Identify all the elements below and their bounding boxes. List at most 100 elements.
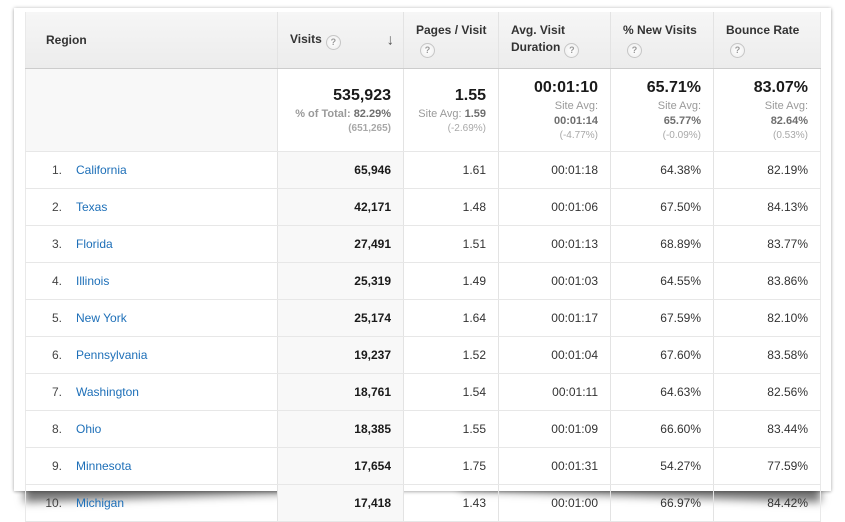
help-icon[interactable]: ? [420,43,435,58]
region-link[interactable]: Florida [76,237,113,251]
avg-visit-duration-cell: 00:01:11 [498,373,611,411]
pct-new-visits-cell: 64.63% [610,373,714,411]
summary-pages-cell: 1.55 Site Avg: 1.59 (-2.69%) [403,68,499,152]
analytics-table-card: Region Visits? ↓ Pages / Visit? Avg. Vis… [14,8,831,522]
region-link[interactable]: Michigan [76,496,125,510]
pages-per-visit-cell: 1.48 [403,188,499,226]
visits-cell: 19,237 [277,336,404,374]
region-link[interactable]: Pennsylvania [76,348,148,362]
pct-new-visits-cell: 66.60% [610,410,714,448]
column-header-visits[interactable]: Visits? ↓ [277,12,404,69]
avg-visit-duration-cell: 00:01:09 [498,410,611,448]
visits-cell: 17,654 [277,447,404,485]
avg-visit-duration-cell: 00:01:13 [498,225,611,263]
pct-new-visits-cell: 66.97% [610,484,714,522]
pages-per-visit-cell: 1.61 [403,151,499,189]
row-rank: 6. [51,348,62,362]
row-rank: 5. [51,311,62,325]
column-header-pages-per-visit[interactable]: Pages / Visit? [403,12,499,69]
pct-new-visits-cell: 68.89% [610,225,714,263]
column-label: Region [46,32,87,47]
summary-subtext: % of Total: 82.29% [295,107,391,120]
summary-value: 1.55 [454,86,486,104]
pages-per-visit-cell: 1.49 [403,262,499,300]
column-header-bounce-rate[interactable]: Bounce Rate? [713,12,821,69]
summary-subtext: Site Avg: 82.64% [764,100,808,127]
bounce-rate-cell: 82.10% [713,299,821,337]
row-rank: 9. [51,459,62,473]
bounce-rate-cell: 77.59% [713,447,821,485]
visits-cell: 18,761 [277,373,404,411]
visits-cell: 17,418 [277,484,404,522]
summary-subtext: Site Avg: 00:01:14 [553,100,598,127]
row-rank: 2. [51,200,62,214]
help-icon[interactable]: ? [730,43,745,58]
avg-visit-duration-cell: 00:01:03 [498,262,611,300]
pct-new-visits-cell: 64.38% [610,151,714,189]
summary-paren: (0.53%) [772,130,808,141]
region-cell: 8. Ohio [25,410,278,448]
avg-visit-duration-cell: 00:01:31 [498,447,611,485]
help-icon[interactable]: ? [627,43,642,58]
summary-region-cell [25,68,278,152]
summary-visits-cell: 535,923 % of Total: 82.29% (651,265) [277,68,404,152]
pages-per-visit-cell: 1.55 [403,410,499,448]
help-icon[interactable]: ? [325,34,341,50]
visits-cell: 25,174 [277,299,404,337]
pages-per-visit-cell: 1.43 [403,484,499,522]
sort-descending-icon[interactable]: ↓ [386,31,395,49]
region-cell: 10. Michigan [25,484,278,522]
header-row: Region Visits? ↓ Pages / Visit? Avg. Vis… [25,12,821,69]
region-cell: 3. Florida [25,225,278,263]
summary-subtext: Site Avg: 1.59 [418,107,486,120]
summary-duration-cell: 00:01:10 Site Avg: 00:01:14 (-4.77%) [498,68,611,152]
region-cell: 2. Texas [25,188,278,226]
pct-new-visits-cell: 54.27% [610,447,714,485]
avg-visit-duration-cell: 00:01:00 [498,484,611,522]
pct-new-visits-cell: 67.60% [610,336,714,374]
visits-cell: 18,385 [277,410,404,448]
column-header-avg-visit-duration[interactable]: Avg. Visit Duration? [498,12,611,69]
visits-cell: 25,319 [277,262,404,300]
help-icon[interactable]: ? [564,43,580,58]
region-link[interactable]: California [76,163,127,177]
column-label: Bounce Rate [726,23,800,37]
column-header-pct-new-visits[interactable]: % New Visits? [610,12,714,69]
row-rank: 4. [51,274,62,288]
summary-bounce-cell: 83.07% Site Avg: 82.64% (0.53%) [713,68,821,152]
table-body: 535,923 % of Total: 82.29% (651,265) 1.5… [25,68,821,522]
summary-paren: (-4.77%) [559,130,598,141]
region-link[interactable]: Minnesota [76,459,132,473]
table-row: 3. Florida 27,491 1.51 00:01:13 68.89% 83… [25,225,821,263]
table-row: 2. Texas 42,171 1.48 00:01:06 67.50% 84.1… [25,188,821,226]
row-rank: 1. [51,163,62,177]
visits-cell: 65,946 [277,151,404,189]
column-label: Visits [290,31,322,46]
pages-per-visit-cell: 1.75 [403,447,499,485]
summary-value: 535,923 [333,86,391,104]
bounce-rate-cell: 83.44% [713,410,821,448]
summary-value: 00:01:10 [533,79,598,96]
region-cell: 5. New York [25,299,278,337]
row-rank: 7. [51,385,62,399]
table-row: 8. Ohio 18,385 1.55 00:01:09 66.60% 83.44… [25,410,821,448]
region-link[interactable]: New York [76,311,127,325]
column-header-region[interactable]: Region [25,12,278,69]
column-label: Pages / Visit [416,23,487,37]
regions-table: Region Visits? ↓ Pages / Visit? Avg. Vis… [25,12,821,522]
summary-row: 535,923 % of Total: 82.29% (651,265) 1.5… [25,68,821,152]
row-rank: 8. [51,422,62,436]
bounce-rate-cell: 83.86% [713,262,821,300]
region-link[interactable]: Illinois [76,274,110,288]
region-link[interactable]: Ohio [76,422,102,436]
region-cell: 1. California [25,151,278,189]
summary-value: 65.71% [646,79,701,96]
avg-visit-duration-cell: 00:01:04 [498,336,611,374]
column-label: Avg. Visit Duration [511,23,566,54]
pages-per-visit-cell: 1.64 [403,299,499,337]
region-link[interactable]: Texas [76,200,108,214]
column-label: % New Visits [623,23,697,37]
region-link[interactable]: Washington [76,385,139,399]
bounce-rate-cell: 83.77% [713,225,821,263]
